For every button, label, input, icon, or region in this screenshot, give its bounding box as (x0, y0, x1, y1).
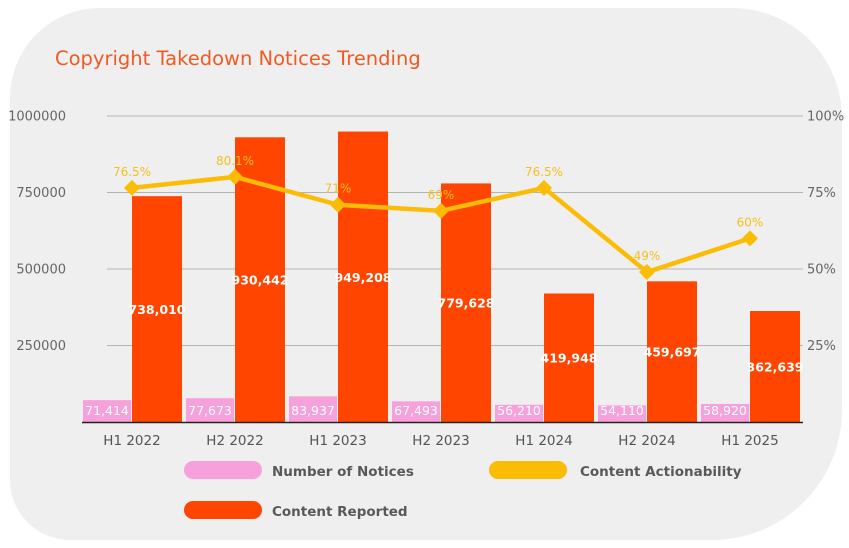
actionability-point (124, 179, 140, 196)
actionability-label: 69% (428, 188, 455, 202)
actionability-label: 76.5% (113, 165, 151, 179)
actionability-point (227, 168, 243, 185)
bar-label-notices: 71,414 (85, 403, 129, 418)
x-tick-label: H1 2025 (721, 433, 778, 449)
actionability-point (536, 179, 552, 196)
y-tick-label: 1000000 (8, 110, 66, 125)
bars: 71,414 738,010 77,673 930,442 83,937 949,208 6… (83, 131, 804, 423)
bar-label-notices: 58,920 (703, 403, 747, 418)
y-axis-right: 100% 75% 50% 25% (807, 110, 844, 355)
bar-notices (289, 396, 337, 422)
bar-notices (701, 403, 749, 422)
bar-notices (392, 401, 440, 422)
actionability-label: 60% (737, 215, 764, 229)
bar-notices (598, 405, 646, 422)
actionability-point (742, 230, 758, 247)
x-axis: H1 2022 H2 2022 H1 2023 H2 2023 H1 2024 H2 20… (103, 433, 778, 449)
x-tick-label: H1 2024 (515, 433, 572, 449)
bar-label-notices: 67,493 (394, 403, 438, 418)
bar-label-reported: 362,639 (747, 360, 804, 375)
actionability-label: 49% (634, 249, 661, 263)
y2-tick-label: 50% (807, 263, 836, 278)
y-tick-label: 500000 (16, 263, 66, 278)
legend-swatch-actionability (489, 461, 567, 479)
bar-reported (544, 293, 594, 422)
legend-label-notices: Number of Notices (272, 464, 414, 480)
x-tick-label: H2 2023 (412, 433, 469, 449)
bar-label-reported: 930,442 (232, 273, 289, 288)
bar-label-notices: 83,937 (291, 403, 335, 418)
actionability-point (330, 196, 346, 213)
y-tick-label: 750000 (16, 186, 66, 201)
bar-label-reported: 459,697 (644, 345, 701, 360)
bar-label-reported: 779,628 (438, 296, 495, 311)
actionability-label: 80.1% (216, 154, 254, 168)
actionability-line: 76.5% 80.1% 71% 69% 76.5% 49% 60% (113, 154, 764, 281)
bar-reported (338, 131, 388, 422)
actionability-point (433, 202, 449, 219)
y2-tick-label: 100% (807, 110, 844, 125)
chart-title: Copyright Takedown Notices Trending (55, 47, 421, 70)
bar-label-reported: 949,208 (335, 270, 392, 285)
legend-swatch-reported (184, 501, 262, 519)
bar-reported (647, 281, 697, 422)
bar-notices (83, 400, 131, 422)
y2-tick-label: 25% (807, 339, 836, 354)
bar-label-notices: 56,210 (497, 403, 541, 418)
y2-tick-label: 75% (807, 186, 836, 201)
y-tick-label: 250000 (16, 339, 66, 354)
actionability-label: 76.5% (525, 165, 563, 179)
legend-label-reported: Content Reported (272, 504, 408, 520)
bar-label-reported: 738,010 (129, 302, 186, 317)
bar-label-notices: 54,110 (600, 403, 644, 418)
bar-reported (750, 311, 800, 422)
actionability-label: 71% (325, 182, 352, 196)
bar-label-notices: 77,673 (188, 403, 232, 418)
bar-reported (132, 196, 182, 422)
legend-label-actionability: Content Actionability (580, 464, 742, 480)
x-tick-label: H2 2022 (206, 433, 263, 449)
legend: Number of Notices Content Actionability … (184, 461, 742, 520)
bar-notices (495, 404, 543, 422)
x-tick-label: H1 2022 (103, 433, 160, 449)
x-tick-label: H1 2023 (309, 433, 366, 449)
actionability-point (639, 264, 655, 281)
y-axis-left: 1000000 750000 500000 250000 (8, 110, 66, 355)
bar-reported (441, 183, 491, 422)
x-tick-label: H2 2024 (618, 433, 675, 449)
legend-swatch-notices (184, 461, 262, 479)
bar-notices (186, 398, 234, 422)
bar-label-reported: 419,948 (541, 351, 598, 366)
